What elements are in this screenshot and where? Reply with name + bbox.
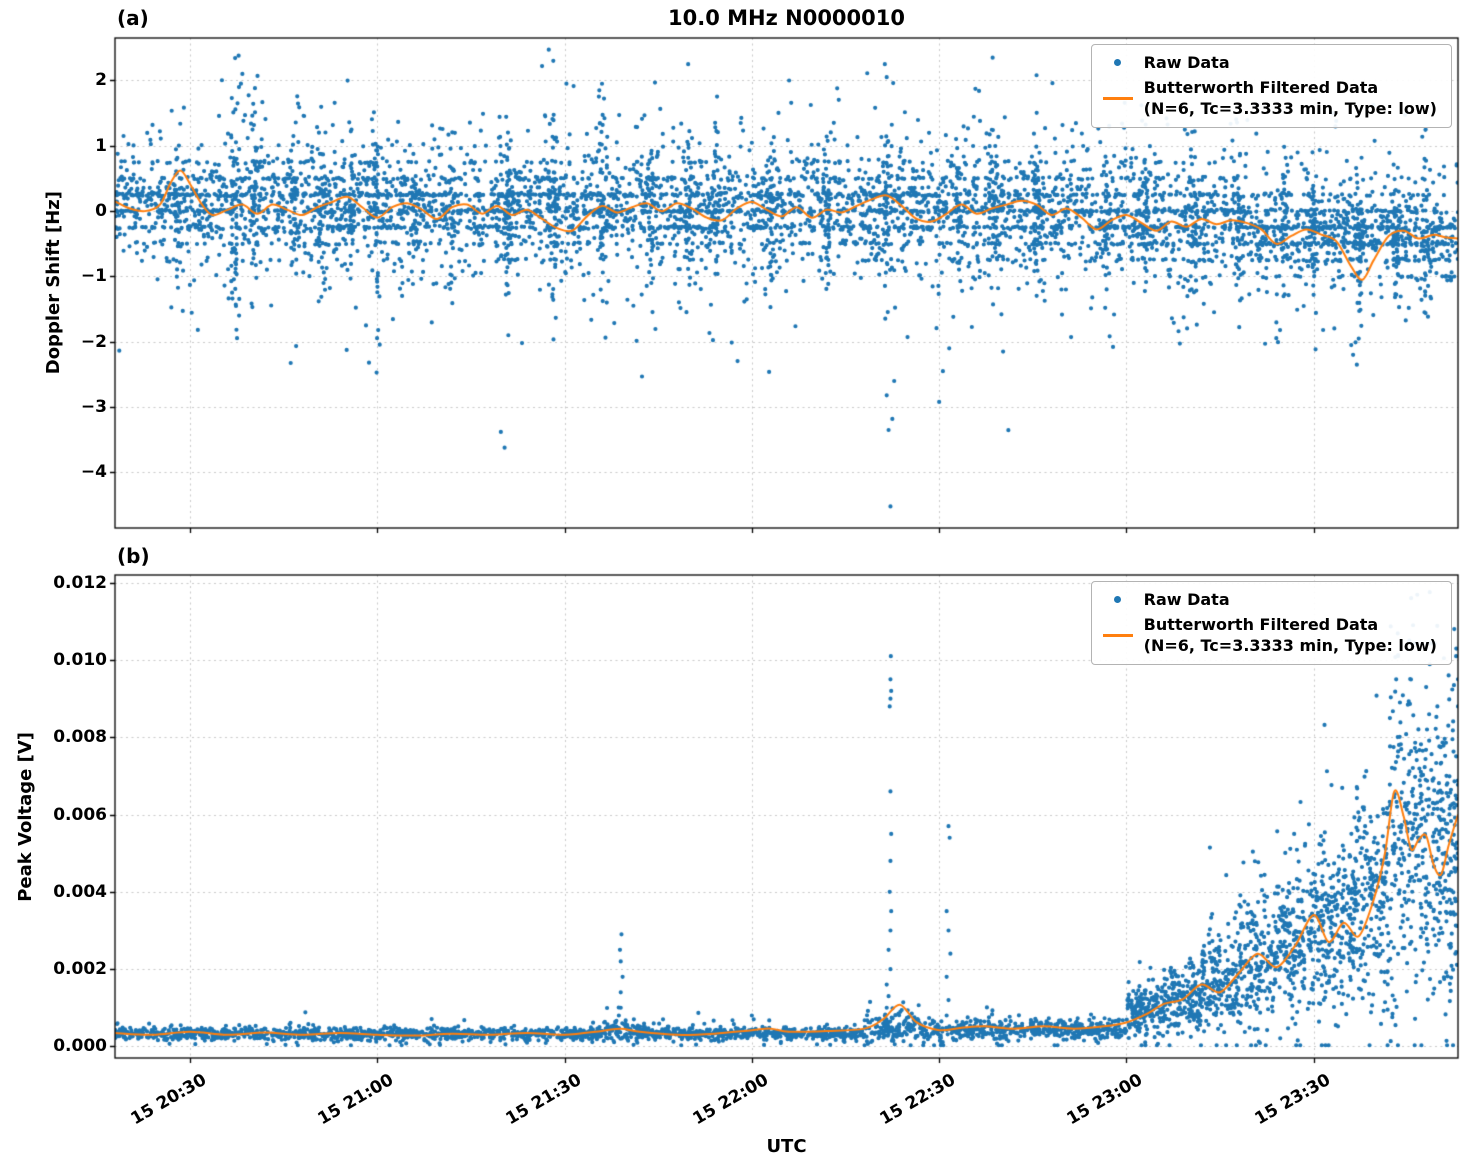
line-marker-icon xyxy=(1100,614,1136,656)
y-tick-label: 0.002 xyxy=(53,959,107,980)
panel-a-label: (a) xyxy=(117,6,149,30)
y-tick-label: −4 xyxy=(80,462,107,483)
scatter-marker-icon xyxy=(1100,590,1136,609)
y-tick-label: 0.008 xyxy=(53,727,107,748)
chart-title: 10.0 MHz N0000010 xyxy=(668,6,905,30)
legend-label-filtered-line2: (N=6, Tc=3.3333 min, Type: low) xyxy=(1143,636,1437,655)
legend-label-filtered-line1: Butterworth Filtered Data xyxy=(1143,615,1379,634)
scatter-marker-icon xyxy=(1100,53,1136,72)
y-tick-label: 0.010 xyxy=(53,650,107,670)
y-tick-label: −1 xyxy=(80,266,107,287)
legend-label-raw: Raw Data xyxy=(1143,53,1230,72)
legend-item-filtered-data: Butterworth Filtered Data (N=6, Tc=3.333… xyxy=(1100,614,1437,656)
y-tick-label: 0.006 xyxy=(53,804,107,825)
legend-item-raw-data: Raw Data xyxy=(1100,590,1437,609)
legend-label-raw: Raw Data xyxy=(1143,590,1230,609)
y-tick-label: 0.012 xyxy=(53,572,107,593)
legend-item-raw-data: Raw Data xyxy=(1100,53,1437,72)
legend-label-filtered-line1: Butterworth Filtered Data xyxy=(1143,78,1379,97)
line-marker-icon xyxy=(1100,77,1136,119)
y-tick-label: 0.000 xyxy=(53,1036,107,1057)
y-tick-label: 1 xyxy=(95,135,107,156)
legend-panel-b: Raw Data Butterworth Filtered Data (N=6,… xyxy=(1090,581,1452,665)
legend-panel-a: Raw Data Butterworth Filtered Data (N=6,… xyxy=(1090,44,1452,128)
x-axis-label: UTC xyxy=(766,1136,807,1157)
legend-item-filtered-data: Butterworth Filtered Data (N=6, Tc=3.333… xyxy=(1100,77,1437,119)
y-tick-label: 0.004 xyxy=(53,881,107,902)
y-axis-label-b-text: Peak Voltage [V] xyxy=(14,731,36,902)
y-axis-label-b: Peak Voltage [V] xyxy=(12,575,38,1058)
y-tick-label: 0 xyxy=(95,201,107,222)
y-tick-label: 2 xyxy=(95,70,107,91)
legend-label-filtered-line2: (N=6, Tc=3.3333 min, Type: low) xyxy=(1143,99,1437,118)
panel-b-label: (b) xyxy=(117,544,150,568)
y-tick-label: −3 xyxy=(80,397,107,418)
y-tick-label: −2 xyxy=(80,331,107,352)
